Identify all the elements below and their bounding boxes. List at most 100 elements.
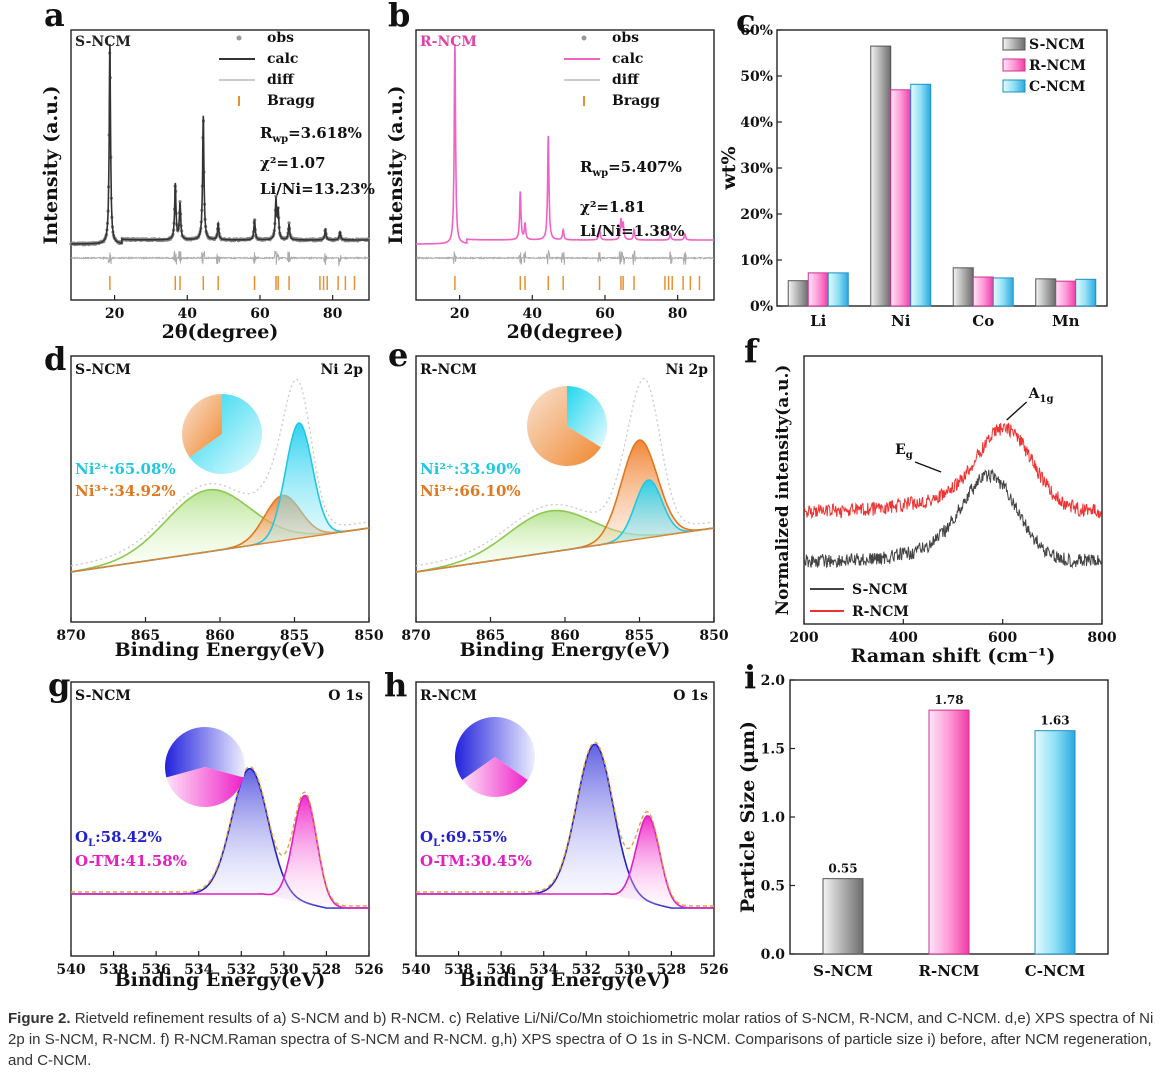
y-tick-label: 50% bbox=[740, 69, 773, 85]
x-tick-label: 40 bbox=[178, 306, 198, 322]
legend-label: C-NCM bbox=[1029, 79, 1085, 95]
x-tick-label: 534 bbox=[529, 962, 558, 978]
x-tick-label: 528 bbox=[657, 962, 686, 978]
bar-c-ncm-co bbox=[992, 277, 1014, 307]
x-axis-title: Binding Energy(eV) bbox=[460, 969, 671, 991]
x-tick-label: 540 bbox=[401, 962, 430, 978]
y-tick-label: 0% bbox=[750, 299, 773, 315]
background-line bbox=[415, 527, 715, 573]
panel-letter-f: f bbox=[744, 332, 760, 370]
spectrum-title: O 1s bbox=[673, 688, 708, 704]
pie-slice bbox=[165, 727, 246, 778]
x-tick-label: 538 bbox=[444, 962, 473, 978]
ol-percent-label: OL:58.42% bbox=[75, 828, 162, 849]
panel-letter-d: d bbox=[44, 340, 66, 378]
eg-label: Eg bbox=[895, 442, 913, 461]
fit-envelope bbox=[416, 741, 714, 907]
calc-line bbox=[416, 43, 714, 245]
pie-slice bbox=[182, 394, 222, 458]
y-tick-label: 40% bbox=[740, 115, 773, 131]
legend-marker bbox=[236, 35, 242, 41]
bar-s-ncm-co bbox=[952, 267, 974, 307]
fit-envelope bbox=[70, 378, 368, 567]
x-tick-label: 855 bbox=[280, 628, 309, 644]
caption-label: Figure 2. bbox=[8, 1010, 71, 1027]
a1g-label: A1g bbox=[1028, 386, 1054, 405]
panel-b: 20 40 60 80 2θ(degree) Intensity (a.u.) R-NCM o… bbox=[385, 29, 715, 343]
x-tick-label: 40 bbox=[523, 306, 543, 322]
plot-frame bbox=[415, 681, 715, 957]
panel-letter-b: b bbox=[388, 0, 410, 34]
legend-label: R-NCM bbox=[852, 604, 909, 620]
x-axis-title: Raman shift (cm⁻¹) bbox=[851, 645, 1056, 667]
spectrum-title: Ni 2p bbox=[320, 362, 363, 378]
x-axis-title: 2θ(degree) bbox=[507, 321, 624, 343]
diff-line bbox=[70, 250, 370, 267]
sample-label: R-NCM bbox=[420, 34, 477, 50]
ni3-percent-label: Ni³⁺:66.10% bbox=[420, 482, 521, 500]
ni3-percent-label: Ni³⁺:34.92% bbox=[75, 482, 176, 500]
spectrum-s-ncm bbox=[803, 468, 1102, 569]
calc-line bbox=[71, 43, 369, 245]
legend-label: calc bbox=[612, 51, 643, 67]
bar-r-ncm bbox=[928, 709, 970, 955]
y-axis-title: wt% bbox=[718, 146, 740, 190]
x-tick-label: 526 bbox=[699, 962, 728, 978]
plot-frame bbox=[70, 29, 370, 301]
category-label: C-NCM bbox=[1025, 962, 1085, 980]
x-tick-label: 60 bbox=[595, 306, 615, 322]
y-tick-label: 20% bbox=[740, 207, 773, 223]
component-line-otm bbox=[416, 815, 714, 909]
x-tick-label: 400 bbox=[889, 630, 918, 646]
panel-letter-a: a bbox=[44, 0, 65, 34]
sample-label: S-NCM bbox=[75, 34, 131, 50]
x-tick-label: 855 bbox=[625, 628, 654, 644]
legend-label: obs bbox=[612, 30, 639, 46]
bar-s-ncm bbox=[822, 878, 864, 955]
x-tick-label: 536 bbox=[487, 962, 516, 978]
x-tick-label: 800 bbox=[1087, 630, 1116, 646]
spectrum-title: Ni 2p bbox=[665, 362, 708, 378]
category-label: Li bbox=[810, 312, 827, 330]
panel-letter-e: e bbox=[388, 336, 408, 374]
x-tick-label: 860 bbox=[550, 628, 579, 644]
category-label: Ni bbox=[891, 312, 911, 330]
panel-letter-h: h bbox=[384, 666, 407, 704]
lini-label: Li/Ni=13.23% bbox=[260, 180, 375, 198]
legend-swatch bbox=[1002, 79, 1026, 93]
x-tick-label: 200 bbox=[789, 630, 818, 646]
diff-line bbox=[415, 249, 714, 266]
legend-swatch bbox=[1002, 58, 1026, 72]
category-label: S-NCM bbox=[813, 962, 873, 980]
x-tick-label: 526 bbox=[354, 962, 383, 978]
bar-value-label: 1.78 bbox=[934, 693, 963, 707]
x-tick-label: 865 bbox=[131, 628, 160, 644]
plot-frame bbox=[70, 681, 370, 957]
component-area-ni2 bbox=[71, 423, 369, 572]
x-tick-label: 540 bbox=[56, 962, 85, 978]
component-area-ol bbox=[416, 744, 714, 908]
pie-slice bbox=[189, 394, 263, 475]
legend-label: obs bbox=[267, 30, 294, 46]
bar-s-ncm-li bbox=[787, 280, 809, 307]
sample-label: S-NCM bbox=[75, 688, 131, 704]
y-tick-label: 1.5 bbox=[761, 742, 785, 758]
x-tick-label: 538 bbox=[99, 962, 128, 978]
ni2-percent-label: Ni²⁺:33.90% bbox=[420, 460, 521, 478]
panel-i: 0.0 0.5 1.0 1.5 2.0 Particle Size (μm) 0.55 S-N… bbox=[737, 673, 1109, 980]
legend-label: Bragg bbox=[612, 93, 660, 109]
legend-label: calc bbox=[267, 51, 298, 67]
x-tick-label: 850 bbox=[354, 628, 383, 644]
legend-swatch bbox=[1002, 37, 1026, 51]
y-tick-label: 60% bbox=[740, 23, 773, 39]
panel-d: 870 865 860 855 850 Binding Energy(eV) S-NCM Ni… bbox=[56, 355, 384, 661]
rwp-label: Rwp=3.618% bbox=[260, 124, 362, 145]
y-tick-label: 10% bbox=[740, 253, 773, 269]
ol-percent-label: OL:69.55% bbox=[420, 828, 507, 849]
bar-r-ncm-mn bbox=[1055, 280, 1077, 307]
pie-slice bbox=[455, 716, 536, 781]
sample-label: R-NCM bbox=[420, 688, 477, 704]
x-tick-label: 60 bbox=[250, 306, 270, 322]
y-axis-title: Intensity (a.u.) bbox=[385, 85, 407, 244]
y-tick-label: 2.0 bbox=[761, 673, 786, 689]
